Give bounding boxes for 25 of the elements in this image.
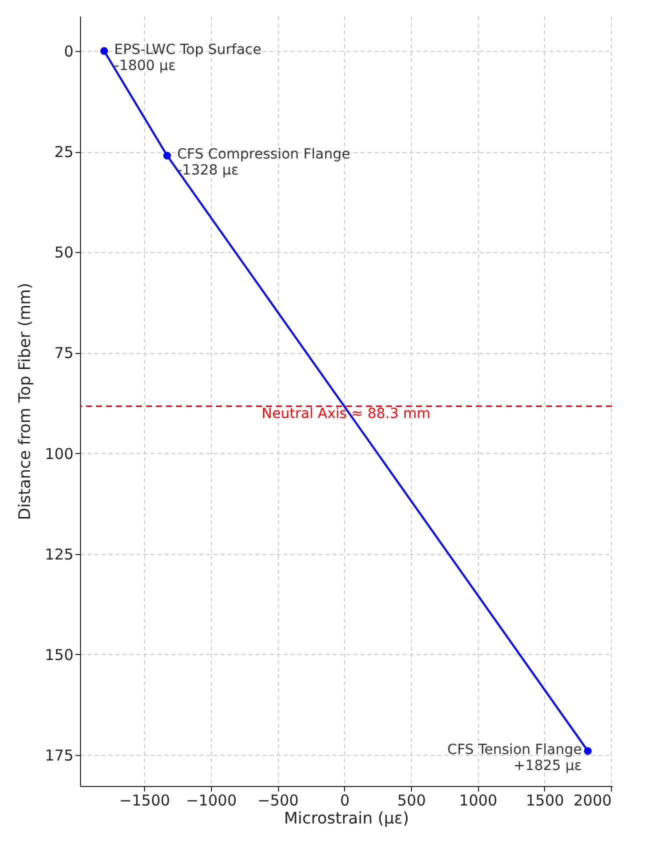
x-tick-label: −1500 xyxy=(119,792,170,810)
y-tick-label: 50 xyxy=(54,244,74,262)
annotation: CFS Tension Flange +1825 με xyxy=(447,742,582,774)
point xyxy=(100,47,108,55)
x-tick-label: 2000 xyxy=(574,792,612,810)
x-tick-label: 500 xyxy=(397,792,426,810)
y-axis-title: Distance from Top Fiber (mm) xyxy=(14,282,34,520)
y-tick-label: 125 xyxy=(44,545,74,564)
x-tick-label: 1500 xyxy=(526,792,564,810)
x-tick-label: −500 xyxy=(258,792,299,810)
x-tick-label: 0 xyxy=(340,792,350,810)
point xyxy=(163,152,172,160)
annotation: CFS Compression Flange -1328 με xyxy=(177,146,350,179)
y-tick-label: 25 xyxy=(54,143,74,162)
y-tick-label: 150 xyxy=(44,646,74,664)
ref-line-label: Neutral Axis ≈ 88.3 mm xyxy=(262,406,430,422)
annotation: EPS-LWC Top Surface -1800 με xyxy=(114,42,262,74)
x-tick-label: −1000 xyxy=(186,792,237,810)
y-tick-label: 0 xyxy=(64,42,74,60)
x-tick-label: 1000 xyxy=(459,792,498,810)
y-tick-label: 100 xyxy=(44,444,74,463)
point xyxy=(584,747,592,755)
x-axis-title: Microstrain (με) xyxy=(284,808,410,828)
y-tick-label: 75 xyxy=(54,344,74,362)
y-tick-label: 175 xyxy=(44,746,74,765)
